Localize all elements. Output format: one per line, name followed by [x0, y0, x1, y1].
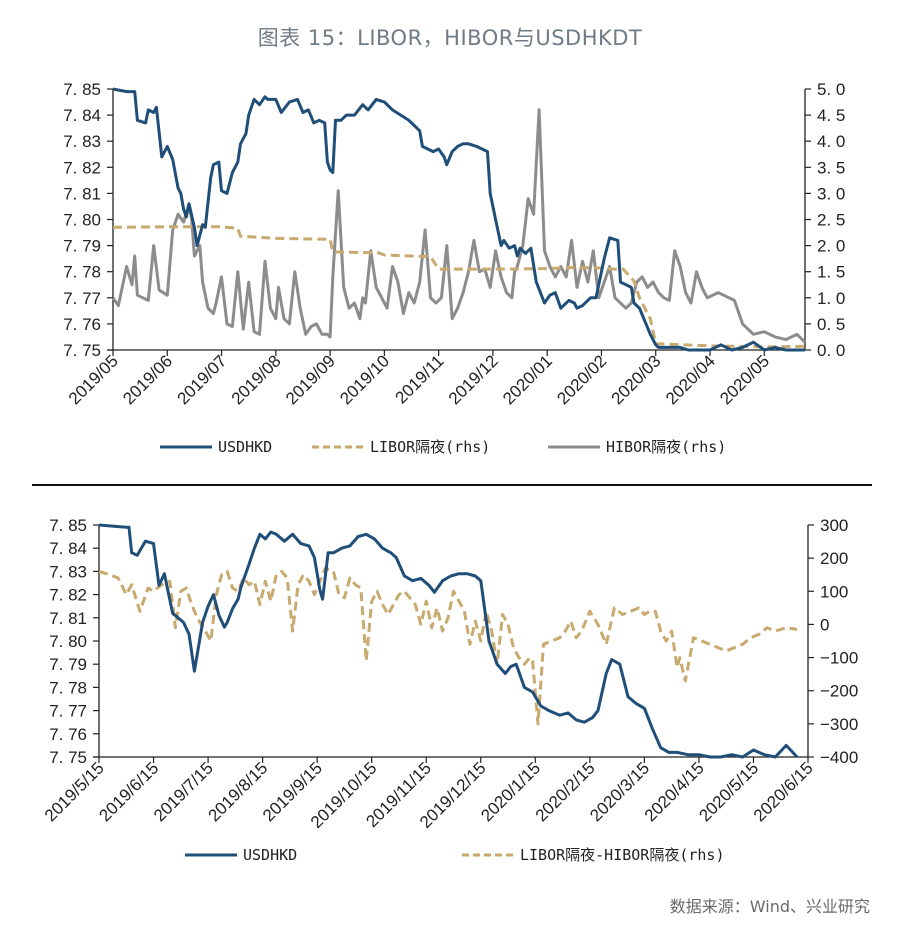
- x-tick-label: 2019/07: [173, 351, 230, 408]
- right-tick-label: 4. 0: [817, 132, 845, 151]
- left-tick-label: 7. 82: [63, 158, 101, 177]
- legend-label: USDHKD: [218, 438, 272, 456]
- left-tick-label: 7. 76: [49, 725, 87, 744]
- x-tick-label: 2019/08: [228, 351, 285, 408]
- left-tick-label: 7. 77: [63, 289, 101, 308]
- x-tick-label: 2019/09: [282, 351, 339, 408]
- right-tick-label: 0: [820, 615, 829, 634]
- left-tick-label: 7. 80: [49, 632, 87, 651]
- series-line-libor-hibor-rhs: [98, 566, 798, 726]
- left-tick-label: 7. 81: [63, 184, 101, 203]
- left-tick-label: 7. 78: [63, 263, 101, 282]
- legend-label: HIBOR隔夜(rhs): [606, 438, 726, 456]
- right-tick-label: 3. 0: [817, 184, 845, 203]
- legend-label: LIBOR隔夜(rhs): [370, 438, 490, 456]
- left-tick-label: 7. 75: [63, 341, 101, 360]
- series-line-usdhkd: [112, 87, 805, 352]
- right-tick-label: 200: [820, 549, 848, 568]
- left-tick-label: 7. 80: [63, 211, 101, 230]
- left-tick-label: 7. 76: [63, 315, 101, 334]
- legend-label: LIBOR隔夜-HIBOR隔夜(rhs): [520, 846, 725, 864]
- x-tick-label: 2020/03: [608, 351, 665, 408]
- right-tick-label: 5. 0: [817, 80, 845, 99]
- left-tick-label: 7. 83: [49, 562, 87, 581]
- x-tick-label: 2019/10: [336, 351, 393, 408]
- right-tick-label: 300: [820, 516, 848, 535]
- left-tick-label: 7. 84: [49, 539, 87, 558]
- chart-libor-hibor-usdhkd: 7. 85 7. 84 7. 83 7. 82 7. 81 7. 80 7. 79 7. 78…: [63, 80, 845, 456]
- right-tick-label: −400: [820, 748, 858, 767]
- right-tick-label: 1. 0: [817, 289, 845, 308]
- right-tick-label: −300: [820, 715, 858, 734]
- x-tick-label: 2020/02: [553, 351, 610, 408]
- chart-divider: [32, 484, 872, 486]
- right-tick-label: 1. 5: [817, 263, 845, 282]
- right-tick-label: 100: [820, 582, 848, 601]
- series-line-libor-rhs: [112, 225, 806, 349]
- left-tick-label: 7. 79: [63, 237, 101, 256]
- x-tick-label: 2019/11: [391, 351, 447, 407]
- right-tick-label: 2. 0: [817, 237, 845, 256]
- x-tick-label: 2020/01: [499, 351, 556, 408]
- left-tick-label: 7. 82: [49, 586, 87, 605]
- left-tick-label: 7. 85: [63, 80, 101, 99]
- left-tick-label: 7. 79: [49, 655, 87, 674]
- left-tick-label: 7. 84: [63, 106, 101, 125]
- right-tick-label: 0. 5: [817, 315, 845, 334]
- chart-spread-usdhkd: 7. 85 7. 84 7. 83 7. 82 7. 81 7. 80 7. 79 7. 78…: [41, 516, 858, 864]
- left-tick-label: 7. 75: [49, 748, 87, 767]
- right-tick-label: −200: [820, 682, 858, 701]
- x-tick-label: 2020/6/15: [750, 758, 817, 825]
- right-tick-label: −100: [820, 649, 858, 668]
- data-source: 数据来源：Wind、兴业研究: [669, 897, 870, 916]
- right-tick-label: 0. 0: [817, 341, 845, 360]
- legend-label: USDHKD: [243, 846, 297, 864]
- x-tick-label: 2020/04: [662, 351, 719, 408]
- x-tick-label: 2019/12: [445, 351, 502, 408]
- series-line-usdhkd: [98, 523, 799, 759]
- x-tick-label: 2019/06: [119, 351, 176, 408]
- right-tick-label: 2. 5: [817, 211, 845, 230]
- left-tick-label: 7. 85: [49, 516, 87, 535]
- series-line-hibor-rhs: [111, 108, 807, 344]
- right-tick-label: 4. 5: [817, 106, 845, 125]
- left-tick-label: 7. 83: [63, 132, 101, 151]
- right-tick-label: 3. 5: [817, 158, 845, 177]
- left-tick-label: 7. 81: [49, 609, 87, 628]
- figure-title: 图表 15：LIBOR，HIBOR与USDHKDT: [257, 26, 643, 50]
- left-tick-label: 7. 77: [49, 702, 87, 721]
- x-tick-label: 2020/05: [716, 351, 773, 408]
- left-tick-label: 7. 78: [49, 678, 87, 697]
